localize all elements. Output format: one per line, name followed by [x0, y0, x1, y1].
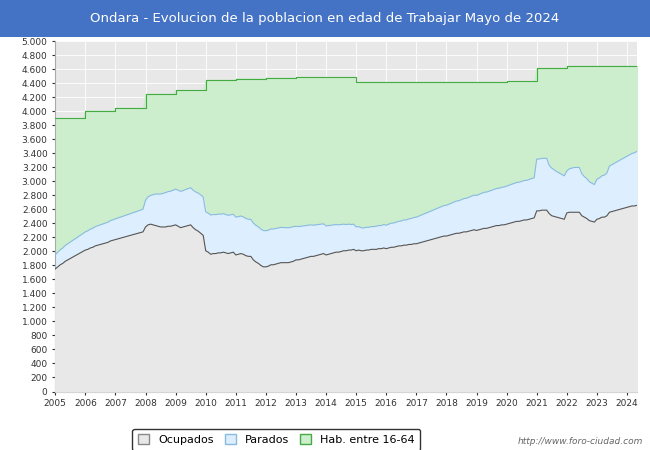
- Text: Ondara - Evolucion de la poblacion en edad de Trabajar Mayo de 2024: Ondara - Evolucion de la poblacion en ed…: [90, 12, 560, 25]
- Legend: Ocupados, Parados, Hab. entre 16-64: Ocupados, Parados, Hab. entre 16-64: [133, 429, 420, 450]
- Text: http://www.foro-ciudad.com: http://www.foro-ciudad.com: [518, 436, 644, 446]
